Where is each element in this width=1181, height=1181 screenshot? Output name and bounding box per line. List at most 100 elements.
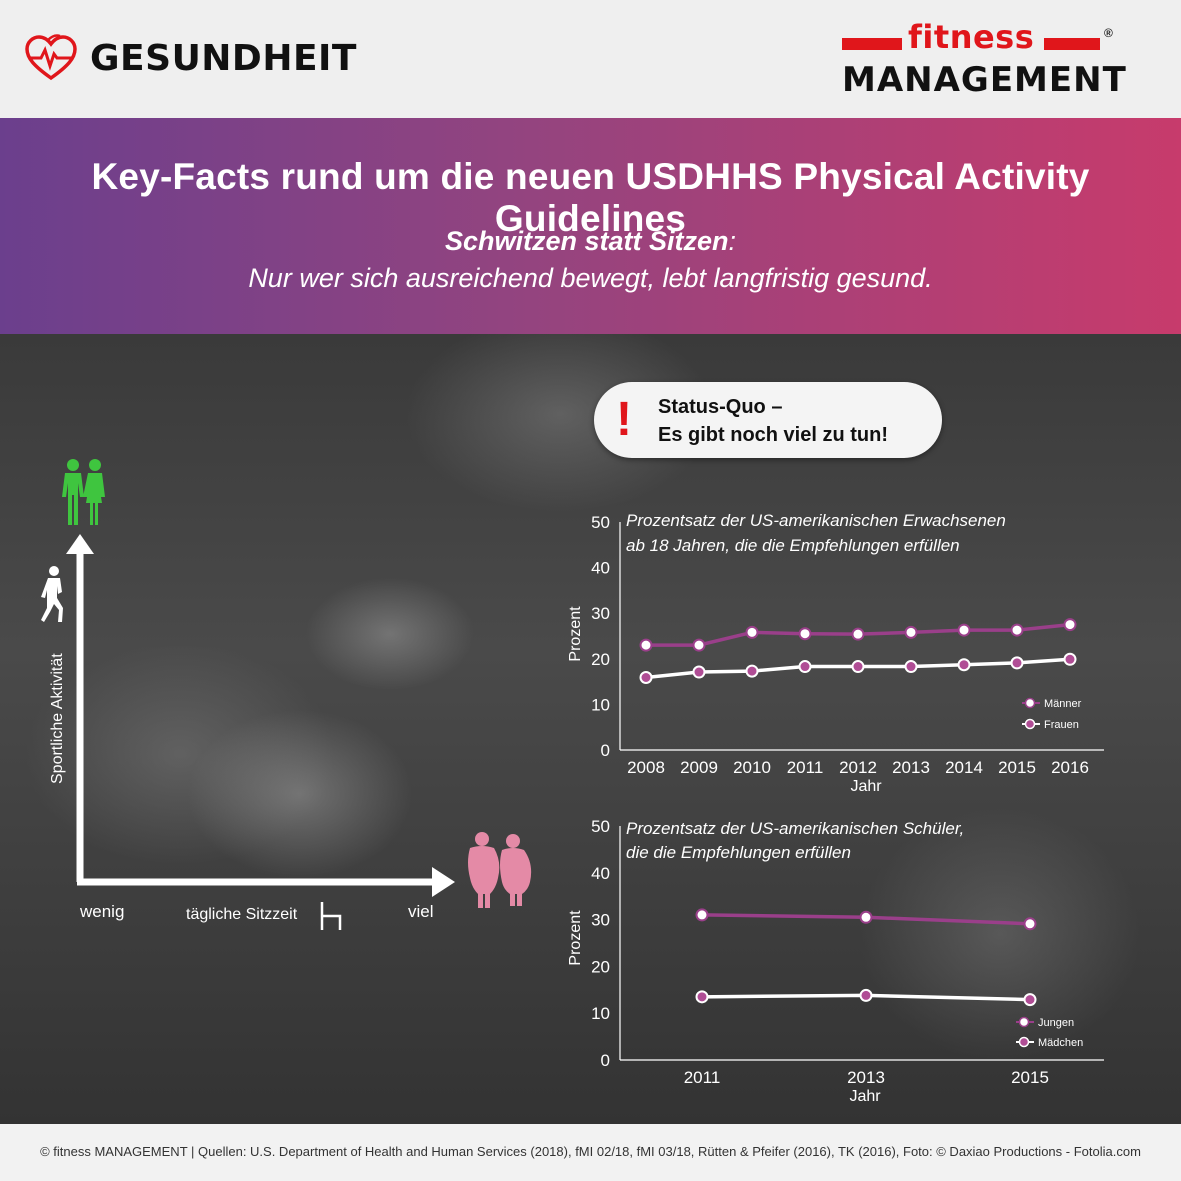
data-point [639,670,653,684]
legend-swatch-marker [1024,697,1036,709]
data-point [745,625,759,639]
y-tick-label: 20 [591,650,610,669]
y-tick-label: 10 [591,1004,610,1023]
subtitle-line-1: Schwitzen statt Sitzen: [0,226,1181,257]
data-point [798,660,812,674]
logo-bar-right [1044,38,1100,50]
y-tick-label: 50 [591,817,610,836]
legend-swatch-marker [1024,718,1036,730]
y-tick-label: 20 [591,957,610,976]
y-axis-title: Prozent [567,910,584,966]
logo-management-text: MANAGEMENT [842,60,1127,100]
data-point [859,910,873,924]
data-point [1023,917,1037,931]
logo-registered-mark: ® [1104,26,1113,40]
x-tick-label: 2013 [847,1068,885,1087]
chart-title-line-2: ab 18 Jahren, die die Empfehlungen erfül… [626,536,960,555]
x-axis-label: tägliche Sitzzeit [186,906,298,923]
y-tick-label: 40 [591,864,610,883]
subtitle-line-2: Nur wer sich ausreichend bewegt, lebt la… [248,263,933,293]
y-axis-label: Sportliche Aktivität [49,653,66,784]
data-point [957,623,971,637]
data-point [1010,623,1024,637]
title-banner: Key-Facts rund um die neuen USDHHS Physi… [0,118,1181,334]
y-tick-label: 30 [591,911,610,930]
y-tick-label: 40 [591,559,610,578]
data-point [745,664,759,678]
legend-label: Frauen [1044,719,1079,731]
x-tick-label: 2014 [945,758,983,777]
data-point [859,988,873,1002]
x-tick-label: 2013 [892,758,930,777]
legend-label: Jungen [1038,1017,1074,1029]
chart-pupils: Prozentsatz der US-amerikanischen Schüle… [567,817,1104,1105]
status-line-2: Es gibt noch viel zu tun! [658,424,888,446]
x-tick-label: 2008 [627,758,665,777]
data-point [851,660,865,674]
data-point [1063,618,1077,632]
y-axis-arrow [66,534,94,554]
logo-fitness-text: fitness [908,18,1035,56]
data-point [1023,993,1037,1007]
y-tick-label: 50 [591,513,610,532]
overweight-people-icon [468,832,532,908]
legend-label: Männer [1044,698,1082,710]
logo-bar-left [842,38,902,50]
status-callout: ! Status-Quo – Es gibt noch viel zu tun! [594,382,942,458]
activity-diagram: Sportliche Aktivität wenig tägliche Sitz… [41,459,532,930]
background-photo [0,334,1181,1124]
legend-swatch-marker [1018,1036,1030,1048]
footer-credits: © fitness MANAGEMENT | Quellen: U.S. Dep… [40,1144,1141,1159]
x-tick-label: 2015 [1011,1068,1049,1087]
subtitle-colon: : [728,226,737,256]
data-point [1063,652,1077,666]
x-tick-label: 2011 [684,1068,721,1087]
chart-title-line-1: Prozentsatz der US-amerikanischen Erwach… [626,511,1006,530]
legend-label: Mädchen [1038,1037,1083,1049]
data-point [798,627,812,641]
y-tick-label: 0 [601,741,610,760]
section-brand: GESUNDHEIT [24,34,357,82]
fit-people-icon [62,459,105,525]
data-point [904,660,918,674]
data-point [692,638,706,652]
x-tick-label: 2011 [787,758,824,777]
x-tick-label: 2009 [680,758,718,777]
y-axis-title: Prozent [567,606,584,662]
footer: © fitness MANAGEMENT | Quellen: U.S. Dep… [0,1124,1181,1181]
data-point [1010,656,1024,670]
exclamation-icon: ! [616,393,632,446]
chart-title-line-1: Prozentsatz der US-amerikanischen Schüle… [626,819,964,838]
data-point [695,908,709,922]
chart-adults: Prozentsatz der US-amerikanischen Erwach… [567,511,1104,795]
section-title: GESUNDHEIT [90,37,357,79]
x-axis-arrow [432,867,455,897]
x-tick-label: 2016 [1051,758,1089,777]
x-axis-title: Jahr [850,778,882,795]
data-point [851,627,865,641]
data-point [692,665,706,679]
x-tick-label: 2012 [839,758,877,777]
header-bar: GESUNDHEIT fitness ® MANAGEMENT [0,0,1181,118]
chair-icon [320,902,342,930]
chart-title-line-2: die die Empfehlungen erfüllen [626,843,851,862]
fitness-management-logo: fitness ® MANAGEMENT [842,18,1126,102]
runner-icon [41,566,63,622]
subtitle-bold: Schwitzen statt Sitzen [444,226,729,256]
status-line-1: Status-Quo – [658,396,783,418]
data-point [695,990,709,1004]
x-axis-low-label: wenig [79,902,124,921]
x-tick-label: 2010 [733,758,771,777]
x-axis-title: Jahr [849,1088,881,1105]
x-axis-high-label: viel [408,902,434,921]
y-tick-label: 0 [601,1051,610,1070]
page-title: Key-Facts rund um die neuen USDHHS Physi… [91,156,1090,239]
y-tick-label: 30 [591,604,610,623]
x-tick-label: 2015 [998,758,1036,777]
data-point [957,658,971,672]
y-tick-label: 10 [591,695,610,714]
heart-pulse-icon [25,34,77,81]
legend-swatch-marker [1018,1016,1030,1028]
data-point [639,638,653,652]
data-point [904,625,918,639]
